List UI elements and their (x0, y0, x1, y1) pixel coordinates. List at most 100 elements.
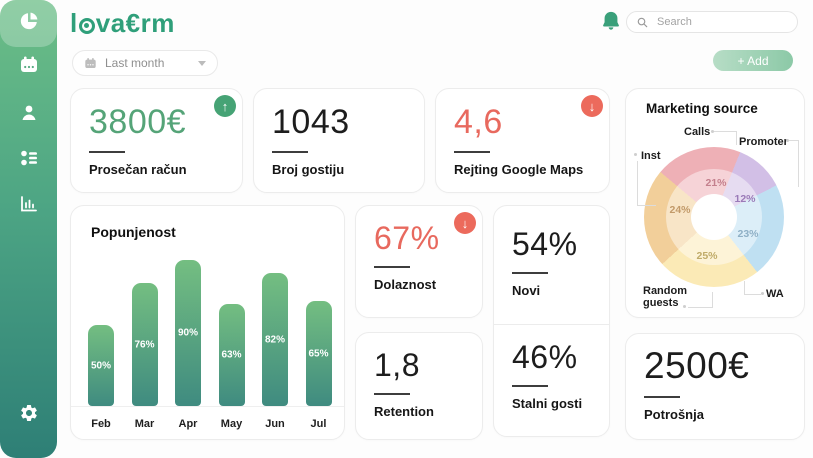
category-list-icon (19, 148, 39, 173)
stat-value: 2500€ (644, 345, 750, 386)
bar-value-label: 63% (221, 349, 242, 361)
marketing-source-card: Marketing source 21% 12% 23% 25% 24% Calls P… (625, 88, 805, 318)
sidebar (0, 0, 57, 458)
stat-label: Dolaznost (374, 276, 437, 292)
sidebar-item-analytics[interactable] (9, 186, 49, 226)
donut-percent-label: 21% (705, 177, 727, 189)
bar-Feb: 50% (88, 325, 114, 406)
notifications-bell-icon[interactable] (600, 10, 622, 32)
search-icon (636, 16, 649, 29)
calendar-small-icon (84, 57, 97, 70)
x-tick-label: Jul (310, 418, 327, 430)
logo-text-suffix: va€rm (95, 8, 175, 38)
arrow-up-icon: ↑ (221, 98, 229, 114)
connector-line (637, 161, 656, 206)
x-tick-label: Feb (91, 418, 111, 430)
donut-label-promoter: Promoter (739, 136, 788, 148)
arrow-down-icon: ↓ (588, 98, 596, 114)
stat-label: Potrošnja (644, 406, 704, 422)
donut-label-calls: Calls (684, 126, 711, 138)
x-axis-line (71, 406, 344, 407)
stat-underline (644, 395, 680, 398)
stat-card-novi-stalni: 54% Novi 46% Stalni gosti (493, 205, 610, 437)
x-tick-label: Apr (178, 418, 198, 430)
connector-line (714, 131, 737, 145)
stat-value: 46% (512, 339, 578, 375)
donut-label-random-guests: Random guests (643, 285, 687, 309)
stat-underline (89, 150, 125, 153)
stat-card-dolaznost: ↓ 67% Dolaznost (355, 205, 483, 318)
stat-label: Rejting Google Maps (454, 161, 584, 177)
stat-value: 3800€ (89, 103, 187, 141)
sidebar-item-categories[interactable] (9, 140, 49, 180)
donut-hole (691, 194, 737, 240)
bar-Jun: 82% (262, 273, 288, 406)
arrow-down-icon: ↓ (461, 215, 469, 231)
stat-value: 1043 (272, 103, 350, 141)
stat-card-potrosnja: 2500€ Potrošnja (625, 333, 805, 440)
gear-icon (19, 403, 39, 428)
search-box[interactable] (626, 11, 798, 33)
period-filter-dropdown[interactable]: Last month (72, 50, 218, 76)
bar-value-label: 65% (308, 348, 329, 359)
donut-percent-label: 25% (696, 250, 718, 262)
stat-underline (374, 392, 410, 395)
stat-label: Novi (512, 282, 541, 298)
stat-label: Prosečan račun (89, 161, 187, 177)
stat-label: Broj gostiju (272, 161, 345, 177)
stat-underline (454, 150, 490, 153)
stat-underline (512, 271, 548, 274)
stat-label: Stalni gosti (512, 395, 583, 411)
donut-chart: 21% 12% 23% 25% 24% (644, 147, 784, 287)
stat-underline (374, 265, 410, 268)
bar-value-label: 50% (90, 360, 112, 371)
sidebar-item-clients[interactable] (9, 95, 49, 135)
stat-underline (512, 384, 548, 387)
sidebar-item-dashboard[interactable] (9, 3, 49, 43)
connector-dot (786, 139, 789, 142)
bar-Apr: 90% (175, 260, 201, 406)
bar-value-label: 90% (177, 327, 199, 339)
bar-chart-icon (19, 194, 39, 219)
chevron-down-icon (198, 60, 206, 66)
x-tick-label: May (220, 418, 243, 430)
stat-card-prosecan-racun: ↑ 3800€ Prosečan račun (70, 88, 243, 193)
connector-dot (711, 130, 714, 133)
donut-label-inst: Inst (641, 150, 661, 162)
bar-value-label: 82% (264, 334, 286, 345)
connector-dot (683, 305, 686, 308)
donut-percent-label: 12% (734, 193, 756, 205)
connector-dot (761, 292, 764, 295)
stat-value: 4,6 (454, 103, 503, 141)
stat-value: 54% (512, 226, 578, 262)
sidebar-item-settings[interactable] (9, 395, 49, 435)
add-button[interactable]: + Add (713, 50, 793, 71)
donut-chart-title: Marketing source (646, 101, 758, 116)
stat-label: Retention (374, 403, 434, 419)
period-filter-value: Last month (105, 56, 165, 70)
bar-chart-title: Popunjenost (91, 224, 176, 240)
x-tick-label: Mar (134, 418, 155, 430)
trend-down-badge: ↓ (581, 95, 603, 117)
stat-value: 1,8 (374, 347, 420, 383)
person-icon (19, 103, 39, 128)
stat-card-rejting-google-maps: ↓ 4,6 Rejting Google Maps (435, 88, 610, 193)
search-input[interactable] (655, 15, 788, 29)
pie-chart-icon (19, 11, 39, 36)
donut-percent-label: 24% (669, 204, 691, 216)
app-logo: l va€rm (70, 8, 175, 39)
trend-down-badge: ↓ (454, 212, 476, 234)
popunjenost-chart-card: Popunjenost 50% Feb 76% Mar 90% Apr 63% May 82% J… (70, 205, 345, 440)
calendar-icon (19, 55, 39, 80)
stat-card-broj-gostiju: 1043 Broj gostiju (253, 88, 425, 193)
x-tick-label: Jun (265, 418, 285, 430)
donut-label-wa: WA (766, 288, 784, 300)
bar-Jul: 65% (305, 301, 332, 406)
sidebar-item-calendar[interactable] (9, 47, 49, 87)
connector-line (744, 281, 761, 295)
stat-card-retention: 1,8 Retention (355, 332, 483, 440)
donut-percent-label: 23% (737, 228, 759, 240)
stat-value: 67% (374, 220, 440, 256)
stat-underline (272, 150, 308, 153)
